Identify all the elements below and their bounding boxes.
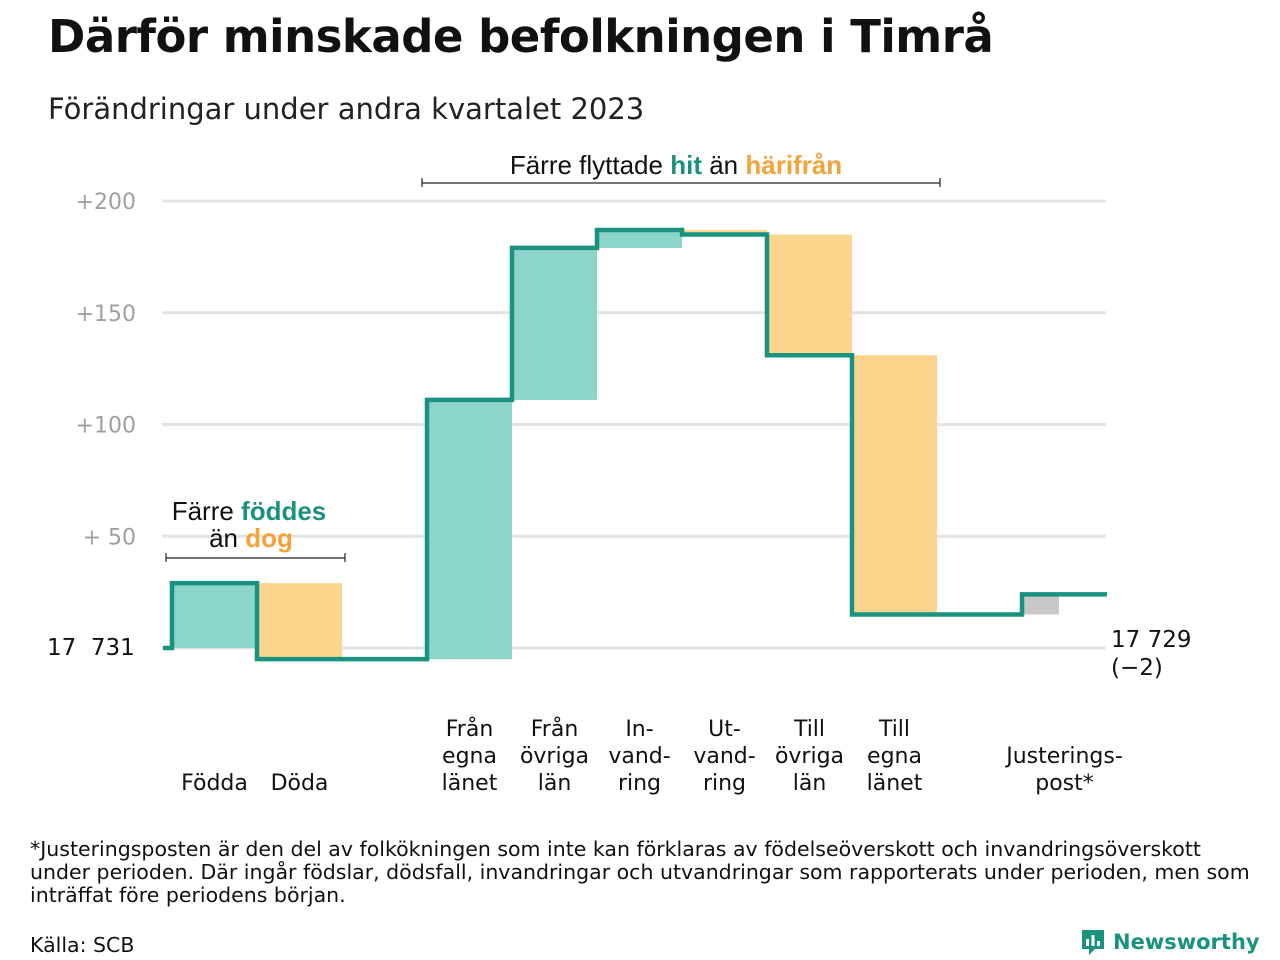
svg-text:Färre föddes: Färre föddes xyxy=(172,496,327,526)
waterfall-bar xyxy=(597,230,682,248)
waterfall-bar xyxy=(767,234,852,356)
waterfall-bar xyxy=(1022,594,1059,615)
annotation-migration: Färre flyttade hit än härifrån xyxy=(421,150,941,187)
chart-subtitle: Förändringar under andra kvartalet 2023 xyxy=(48,92,645,126)
annotation-deaths-highlight: dog xyxy=(245,523,293,553)
category-label: post* xyxy=(1035,771,1094,796)
category-label: Från xyxy=(531,716,579,742)
annotation-births-deaths: Färre föddes än dog xyxy=(165,496,346,562)
waterfall-bars xyxy=(172,230,1059,660)
gridlines xyxy=(162,199,1106,650)
annotation-migration-in: hit xyxy=(670,150,702,180)
svg-text:än dog: än dog xyxy=(209,523,293,553)
category-label: län xyxy=(538,771,572,796)
waterfall-chart: +200+150+100+ 50 Födda DödaFrånegnalänetF… xyxy=(47,150,1191,796)
y-tick-label: + 50 xyxy=(83,525,136,550)
category-label: övriga xyxy=(775,744,844,769)
y-tick-labels: +200 +150 +100 + 50 xyxy=(76,190,136,550)
category-label: In- xyxy=(625,717,653,742)
category-labels: Födda DödaFrånegnalänetFrånövrigalänIn-va… xyxy=(181,716,1123,796)
category-label: Döda xyxy=(271,771,329,796)
category-label: egna xyxy=(867,744,922,769)
category-label: ring xyxy=(703,771,746,796)
svg-text:Färre flyttade hit än härifrån: Färre flyttade hit än härifrån xyxy=(510,150,842,180)
brand-name: Newsworthy xyxy=(1113,930,1260,954)
annotation-migration-prefix: Färre flyttade xyxy=(510,150,670,180)
annotation-deaths-prefix: än xyxy=(209,523,245,553)
brand-logo: Newsworthy xyxy=(1080,928,1260,956)
category-label: länet xyxy=(867,771,923,796)
annotation-migration-out: härifrån xyxy=(745,150,842,180)
category-label: Till xyxy=(793,717,825,742)
annotation-bracket-births xyxy=(165,553,346,562)
waterfall-bar xyxy=(172,583,257,648)
category-label: Från xyxy=(446,716,494,742)
y-tick-label: +100 xyxy=(76,414,136,439)
footnote: *Justeringsposten är den del av folkökni… xyxy=(30,837,1250,907)
category-label: Ut- xyxy=(708,717,741,742)
annotation-bracket-migration xyxy=(421,178,941,187)
category-label: ring xyxy=(618,771,661,796)
chart-title: Därför minskade befolkningen i Timrå xyxy=(48,10,994,63)
annotation-births-prefix: Färre xyxy=(172,496,241,526)
running-total-line xyxy=(163,227,1107,662)
waterfall-bar xyxy=(512,247,597,400)
category-label: Till xyxy=(878,717,910,742)
category-label: vand- xyxy=(608,744,670,769)
waterfall-bar xyxy=(257,583,342,660)
end-value-label: 17 729 xyxy=(1111,627,1191,653)
newsworthy-logo-icon xyxy=(1082,930,1104,955)
annotation-births-highlight: föddes xyxy=(241,496,326,526)
category-label: egna xyxy=(442,744,497,769)
end-change-label: (−2) xyxy=(1111,655,1163,681)
y-tick-label: +150 xyxy=(76,302,136,327)
waterfall-bar xyxy=(427,399,512,660)
start-value-label: 17 731 xyxy=(47,635,135,661)
category-label: Justerings- xyxy=(1004,744,1123,769)
annotation-migration-middle: än xyxy=(702,150,745,180)
category-label: Födda xyxy=(181,771,248,796)
category-label: övriga xyxy=(520,744,589,769)
y-tick-label: +200 xyxy=(76,190,136,215)
category-label: vand- xyxy=(693,744,755,769)
source-label: Källa: SCB xyxy=(30,933,135,957)
category-label: länet xyxy=(442,771,498,796)
waterfall-bar xyxy=(852,355,937,615)
category-label: län xyxy=(793,771,827,796)
